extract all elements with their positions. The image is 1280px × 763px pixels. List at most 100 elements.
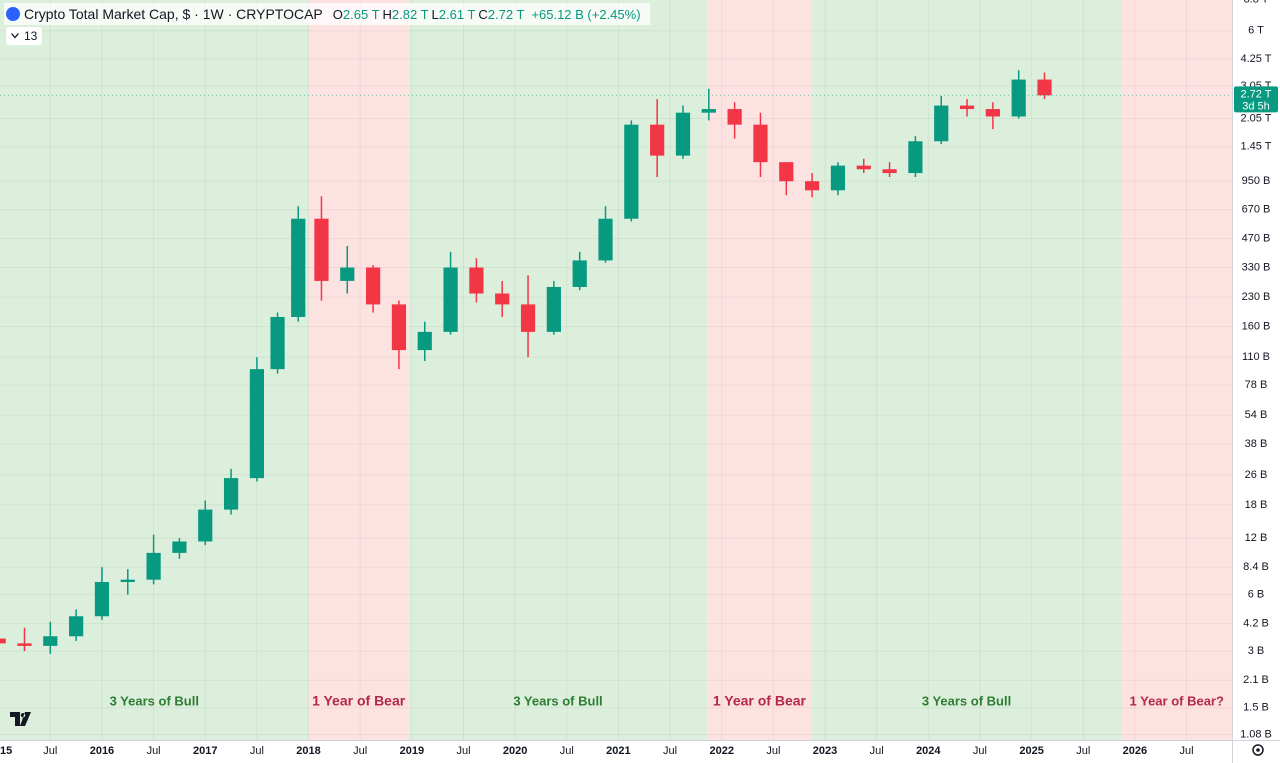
- x-tick-label: Jul: [250, 745, 264, 757]
- change: +65.12 B (+2.45%): [531, 6, 641, 22]
- candle-body: [417, 331, 432, 351]
- candle-body: [198, 509, 213, 542]
- candle-body: [69, 616, 84, 637]
- y-tick-label: 6 T: [1248, 25, 1264, 37]
- x-tick-label: Jul: [973, 745, 987, 757]
- x-tick-label: Jul: [353, 745, 367, 757]
- y-tick-label: 6 B: [1248, 588, 1265, 600]
- candle-body: [94, 581, 110, 617]
- tv-logo: [10, 712, 31, 726]
- candle-body: [805, 181, 820, 191]
- y-tick-label: 2.05 T: [1241, 112, 1272, 124]
- ohlc-value: 2.61 T: [438, 7, 476, 22]
- y-tick-label: 78 B: [1245, 379, 1268, 391]
- candle-body: [856, 165, 871, 170]
- y-tick-label: 8.4 B: [1243, 561, 1269, 573]
- region-band: [408, 0, 708, 740]
- y-tick-label: 2.1 B: [1243, 674, 1269, 686]
- y-tick-label: 18 B: [1245, 499, 1268, 511]
- candle-body: [934, 105, 949, 142]
- region-label: 1 Year of Bear?: [1130, 693, 1224, 708]
- x-tick-label: 2021: [606, 745, 630, 757]
- ohlc-value: 2.65 T: [342, 7, 380, 22]
- candle-body: [172, 541, 187, 553]
- candle-body: [546, 286, 561, 332]
- x-tick-label: Jul: [43, 745, 57, 757]
- ohlc-key: H: [382, 7, 392, 22]
- candle-body: [985, 109, 1000, 117]
- y-tick-label: 8.8 T: [1244, 0, 1269, 5]
- settings-icon-dot: [1256, 748, 1260, 752]
- x-tick-label: 2017: [193, 745, 217, 757]
- x-tick-label: Jul: [870, 745, 884, 757]
- y-tick-label: 160 B: [1242, 321, 1271, 333]
- x-tick-label: 2018: [296, 745, 320, 757]
- region-band: [308, 0, 409, 740]
- x-tick-label: Jul: [560, 745, 574, 757]
- candle-body: [340, 267, 355, 281]
- region-label: 3 Years of Bull: [110, 693, 199, 708]
- countdown: 3d 5h: [1242, 100, 1270, 112]
- y-tick-label: 230 B: [1242, 291, 1271, 303]
- candle-body: [520, 304, 536, 332]
- chart-title: Crypto Total Market Cap, $ · 1W · CRYPTO…: [24, 6, 323, 22]
- x-tick-label: 2019: [400, 745, 424, 757]
- y-tick-label: 54 B: [1245, 409, 1268, 421]
- ohlc-value: 2.82 T: [391, 7, 429, 22]
- x-tick-label: 2026: [1123, 745, 1147, 757]
- candle-body: [779, 162, 794, 182]
- candle-body: [727, 109, 742, 125]
- x-tick-label: 2020: [503, 745, 527, 757]
- indicator-count: 13: [24, 29, 38, 43]
- ohlc-key: O: [332, 7, 343, 22]
- x-tick-label: 2023: [813, 745, 837, 757]
- symbol-logo: [6, 7, 20, 21]
- x-tick-label: 2022: [709, 745, 733, 757]
- region-label: 1 Year of Bear: [713, 693, 807, 709]
- y-tick-label: 1.08 B: [1240, 728, 1272, 740]
- x-tick-label: Jul: [456, 745, 470, 757]
- indicator-toggle[interactable]: 13: [6, 27, 43, 45]
- candle-body: [120, 579, 135, 582]
- y-tick-label: 12 B: [1245, 532, 1268, 544]
- x-tick-label: 2016: [90, 745, 114, 757]
- candle-body: [675, 112, 691, 156]
- candle-body: [443, 267, 458, 332]
- region-label: 3 Years of Bull: [513, 693, 602, 708]
- candle-body: [572, 260, 587, 287]
- ohlc-key: C: [478, 7, 488, 22]
- y-tick-label: 1.5 B: [1243, 702, 1269, 714]
- settings-icon[interactable]: [1252, 744, 1264, 756]
- x-tick-label: 2025: [1019, 745, 1043, 757]
- x-tick-label: 15: [0, 745, 12, 757]
- y-tick-label: 26 B: [1245, 469, 1268, 481]
- ohlc-value: 2.72 T: [487, 7, 525, 22]
- x-tick-label: Jul: [1076, 745, 1090, 757]
- candle-body: [17, 643, 32, 646]
- y-tick-label: 1.45 T: [1241, 141, 1272, 153]
- y-tick-label: 4.25 T: [1241, 53, 1272, 65]
- candle-body: [830, 165, 846, 191]
- ohlc-legend: O2.65 T H2.82 T L2.61 T C2.72 T: [333, 6, 528, 22]
- y-tick-label: 3 B: [1248, 645, 1265, 657]
- candle-body: [223, 478, 239, 510]
- candle-body: [270, 316, 285, 370]
- y-tick-label: 38 B: [1245, 438, 1268, 450]
- candle-body: [314, 218, 329, 281]
- candle-body: [43, 636, 58, 646]
- candle-body: [249, 369, 264, 479]
- y-tick-label: 4.2 B: [1243, 618, 1269, 630]
- candle-body: [598, 218, 613, 261]
- region-label: 1 Year of Bear: [312, 693, 406, 709]
- region-band: [1121, 0, 1232, 740]
- y-tick-label: 470 B: [1242, 233, 1271, 245]
- x-tick-label: 2024: [916, 745, 941, 757]
- chevron-icon: [11, 33, 19, 39]
- region-band: [811, 0, 1122, 740]
- candle-body: [959, 105, 975, 110]
- candle-body: [650, 124, 665, 156]
- y-tick-label: 110 B: [1242, 351, 1270, 363]
- price-tag: [1234, 86, 1278, 113]
